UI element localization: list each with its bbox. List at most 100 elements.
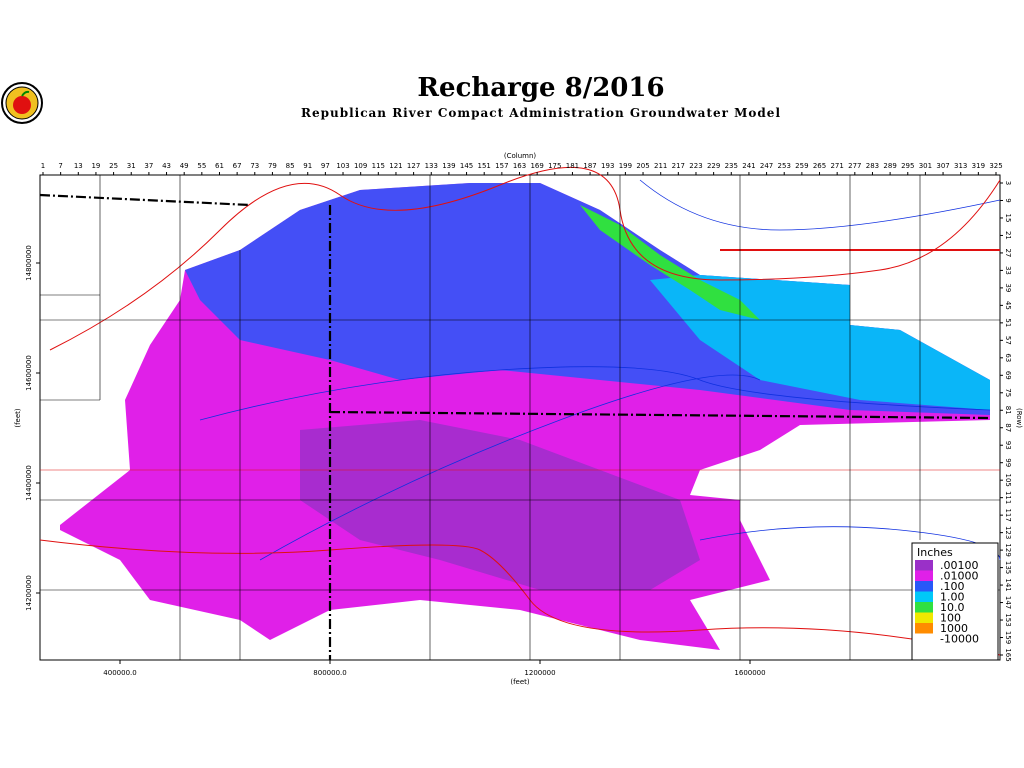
row-label: 9 — [1004, 198, 1012, 202]
column-label: 193 — [601, 162, 614, 170]
column-label: 205 — [636, 162, 649, 170]
column-label: 43 — [162, 162, 171, 170]
column-label: 115 — [372, 162, 385, 170]
column-label: 271 — [830, 162, 843, 170]
y-tick-label: 14800000 — [25, 245, 33, 281]
column-label: 55 — [197, 162, 206, 170]
row-label: 105 — [1004, 473, 1012, 486]
map — [39, 166, 1001, 661]
legend-swatch — [915, 560, 933, 571]
column-label: 49 — [180, 162, 189, 170]
row-label: 117 — [1004, 508, 1012, 521]
row-label: 21 — [1004, 231, 1012, 240]
row-label: 135 — [1004, 561, 1012, 574]
column-label: 1 — [41, 162, 45, 170]
legend-swatch — [915, 570, 933, 581]
column-axis-label: (Column) — [504, 152, 537, 160]
legend-label: 1.00 — [940, 591, 965, 604]
column-label: 19 — [91, 162, 100, 170]
row-label: 3 — [1004, 181, 1012, 185]
row-label: 27 — [1004, 248, 1012, 257]
column-label: 301 — [919, 162, 932, 170]
x-tick-label: 1600000 — [734, 669, 765, 677]
subtitle: Republican River Compact Administration … — [301, 106, 781, 120]
row-label: 75 — [1004, 388, 1012, 397]
column-label: 85 — [286, 162, 295, 170]
column-label: 259 — [795, 162, 808, 170]
legend-title: Inches — [917, 546, 953, 559]
column-label: 289 — [883, 162, 896, 170]
column-label: 25 — [109, 162, 118, 170]
column-label: 127 — [407, 162, 420, 170]
column-label: 121 — [389, 162, 402, 170]
row-label: 111 — [1004, 491, 1012, 504]
column-label: 319 — [972, 162, 985, 170]
legend-swatch — [915, 581, 933, 592]
recharge-very-high — [580, 205, 760, 320]
x-axis-label: (feet) — [510, 678, 530, 686]
column-label: 295 — [901, 162, 914, 170]
x-tick-label: 1200000 — [524, 669, 555, 677]
column-label: 169 — [530, 162, 543, 170]
column-label: 163 — [513, 162, 526, 170]
y-tick-label: 14400000 — [25, 465, 33, 501]
row-label: 153 — [1004, 613, 1012, 626]
legend-swatch — [915, 623, 933, 634]
column-label: 235 — [725, 162, 738, 170]
column-label: 265 — [813, 162, 826, 170]
column-label: 247 — [760, 162, 773, 170]
row-label: 51 — [1004, 318, 1012, 327]
row-label: 87 — [1004, 423, 1012, 432]
column-label: 277 — [848, 162, 861, 170]
state-boundary — [39, 193, 991, 660]
y-tick-label: 14600000 — [25, 355, 33, 391]
column-label: 151 — [478, 162, 491, 170]
column-label: 133 — [425, 162, 438, 170]
legend-swatch — [915, 602, 933, 613]
column-label: 229 — [707, 162, 720, 170]
column-label: 109 — [354, 162, 367, 170]
legend-label: 100 — [940, 612, 961, 625]
row-label: 63 — [1004, 353, 1012, 362]
column-label: 139 — [442, 162, 455, 170]
row-label: 165 — [1004, 648, 1012, 661]
column-label: 7 — [58, 162, 62, 170]
title: Recharge 8/2016 — [417, 73, 664, 103]
row-label: 39 — [1004, 283, 1012, 292]
legend-label: 1000 — [940, 622, 968, 635]
y-tick-label: 14200000 — [25, 575, 33, 611]
column-label: 91 — [303, 162, 312, 170]
row-label: 129 — [1004, 543, 1012, 556]
row-label: 45 — [1004, 301, 1012, 310]
legend-label: .00100 — [940, 559, 979, 572]
x-tick-label: 400000.0 — [103, 669, 136, 677]
row-label: 141 — [1004, 578, 1012, 591]
column-label: 79 — [268, 162, 277, 170]
column-label: 145 — [460, 162, 473, 170]
column-label: 175 — [548, 162, 561, 170]
row-label: 33 — [1004, 266, 1012, 275]
column-label: 253 — [778, 162, 791, 170]
column-label: 199 — [619, 162, 632, 170]
county-lines — [40, 175, 1000, 660]
y-axis-label: (feet) — [14, 408, 22, 428]
row-label: 69 — [1004, 371, 1012, 380]
column-label: 31 — [127, 162, 136, 170]
legend-label: .01000 — [940, 570, 979, 583]
column-label: 307 — [936, 162, 949, 170]
column-label: 187 — [583, 162, 596, 170]
recharge-very-low — [300, 420, 700, 590]
column-label: 61 — [215, 162, 224, 170]
legend-label: .100 — [940, 580, 965, 593]
column-label: 73 — [250, 162, 259, 170]
row-label: 93 — [1004, 441, 1012, 450]
x-tick-label: 800000.0 — [313, 669, 346, 677]
row-label: 81 — [1004, 406, 1012, 415]
column-label: 157 — [495, 162, 508, 170]
legend-label: -10000 — [940, 633, 979, 646]
column-label: 211 — [654, 162, 667, 170]
row-label: 99 — [1004, 458, 1012, 467]
legend-swatch — [915, 633, 933, 644]
column-label: 241 — [742, 162, 755, 170]
